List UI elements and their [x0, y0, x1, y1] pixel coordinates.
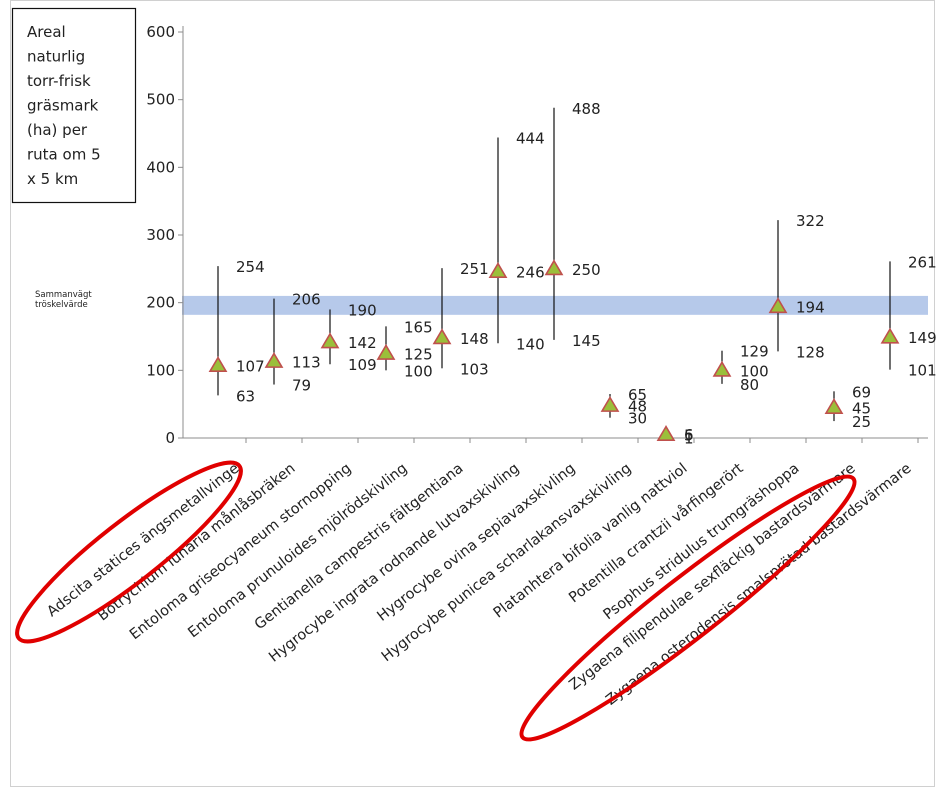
threshold-band [182, 295, 928, 315]
category-label: Psophus stridulus trumgräshoppa [601, 461, 803, 624]
low-label: 80 [740, 376, 759, 394]
value-label: 107 [236, 358, 265, 376]
low-label: 140 [516, 335, 545, 353]
low-label: 103 [460, 360, 489, 378]
high-label: 129 [740, 343, 769, 361]
low-label: 63 [236, 387, 255, 405]
low-label: 1 [684, 429, 694, 447]
note-box-line: Areal [27, 23, 66, 41]
low-label: 79 [292, 377, 311, 395]
high-label: 254 [236, 258, 265, 276]
note-box-line: ruta om 5 [27, 146, 101, 164]
threshold-label-line: Sammanvägt [35, 290, 92, 300]
note-box-line: gräsmark [27, 97, 99, 115]
low-label: 30 [628, 410, 647, 428]
high-label: 69 [852, 383, 871, 401]
low-label: 109 [348, 356, 377, 374]
y-axis: 0 100 200 300 400 500 600 [146, 23, 928, 447]
value-label: 142 [348, 334, 377, 352]
range-lines [217, 107, 891, 438]
value-label: 48 [628, 398, 647, 416]
point-marker [600, 395, 620, 412]
point-marker [432, 328, 452, 345]
note-box: Areal naturlig torr-frisk gräsmark (ha) per r… [11, 7, 137, 204]
high-label: 6 [684, 426, 694, 444]
note-box-frame [11, 7, 137, 204]
y-tick-label: 400 [146, 158, 175, 176]
value-label: 250 [572, 261, 601, 279]
point-marker [712, 360, 732, 377]
point-marker [544, 259, 564, 276]
high-label: 65 [628, 386, 647, 404]
point-marker [264, 351, 284, 368]
low-label: 25 [852, 413, 871, 431]
high-label: 488 [572, 100, 601, 118]
category-label: Gentianella campestris fältgentiana [252, 461, 467, 634]
high-label: 190 [348, 301, 377, 319]
low-label: 128 [796, 343, 825, 361]
high-label: 261 [908, 253, 936, 271]
point-marker [880, 327, 900, 344]
y-tick-label: 200 [146, 294, 175, 312]
value-label: 125 [404, 345, 433, 363]
value-label: 5 [684, 427, 694, 445]
high-label: 206 [292, 291, 321, 309]
category-label: Adscita statices ängsmetallvinge [44, 460, 242, 620]
value-label: 194 [796, 299, 825, 317]
category-label: Hygrocybe ovina sepiavaxskivling [375, 461, 579, 625]
high-label: 444 [516, 130, 545, 148]
y-tick-label: 500 [146, 91, 175, 109]
y-tick-label: 600 [146, 23, 175, 41]
low-label: 101 [908, 362, 936, 380]
point-marker [768, 297, 788, 314]
category-labels: Adscita statices ängsmetallvingeBotrychi… [44, 460, 914, 709]
category-label: Botrychium lunaria månlåsbräken [94, 460, 298, 625]
point-marker [824, 397, 844, 414]
value-label: 148 [460, 330, 489, 348]
threshold-label-line: tröskelvärde [35, 300, 88, 310]
high-label: 322 [796, 212, 825, 230]
markers [208, 259, 900, 442]
point-marker [208, 356, 228, 372]
value-label: 45 [852, 400, 871, 418]
value-label: 246 [516, 264, 545, 282]
high-label: 165 [404, 318, 433, 336]
value-labels: 2541076320611379190142109165125100251148… [236, 100, 936, 448]
note-box-line: x 5 km [27, 170, 78, 188]
highlight-ellipse-zygaena [519, 474, 857, 742]
value-label: 100 [740, 362, 769, 380]
low-label: 145 [572, 332, 601, 350]
page-border [10, 0, 935, 787]
point-marker [320, 332, 340, 349]
point-marker [488, 261, 508, 278]
note-box-line: torr-frisk [27, 72, 91, 90]
value-label: 113 [292, 354, 321, 372]
value-label: 149 [908, 329, 936, 347]
point-marker [376, 343, 396, 360]
highlight-ellipse-first [15, 460, 243, 644]
highlight-ellipses [15, 460, 857, 742]
y-tick-label: 300 [146, 226, 175, 244]
note-box-line: naturlig [27, 48, 85, 66]
point-marker [656, 425, 676, 442]
high-label: 251 [460, 260, 489, 278]
y-tick-label: 0 [165, 429, 175, 447]
note-box-line: (ha) per [27, 121, 88, 139]
low-label: 100 [404, 362, 433, 380]
y-tick-label: 100 [146, 361, 175, 379]
